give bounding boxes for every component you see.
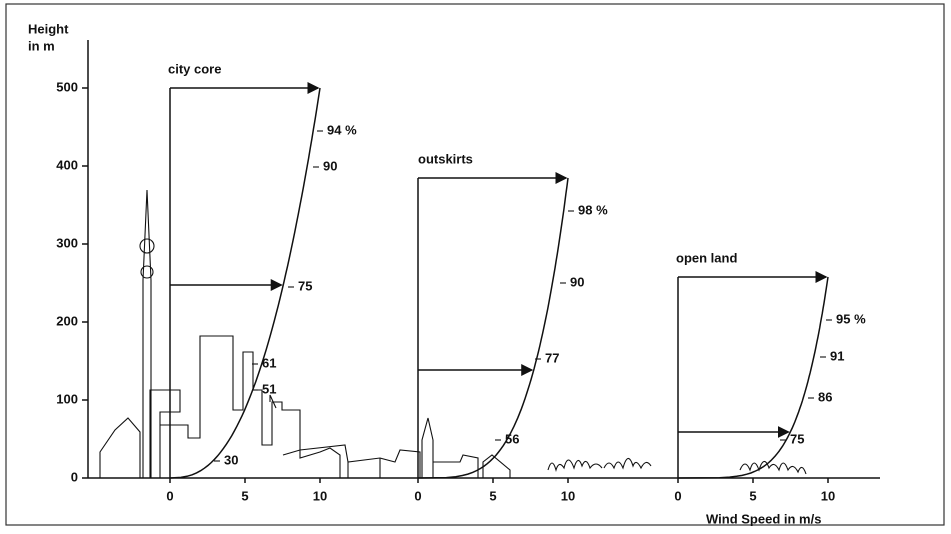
- x-tick-label: 5: [241, 488, 248, 503]
- percent-label: 30: [224, 452, 238, 467]
- profile-name: city core: [168, 61, 221, 76]
- y-tick-label: 100: [56, 391, 78, 406]
- percent-label: 90: [323, 158, 337, 173]
- percent-label: 86: [818, 389, 832, 404]
- y-tick-label: 400: [56, 157, 78, 172]
- percent-label: 75: [298, 278, 312, 293]
- x-tick-label: 5: [489, 488, 496, 503]
- percent-label: 90: [570, 274, 584, 289]
- percent-label: 75: [790, 431, 804, 446]
- x-tick-label: 5: [749, 488, 756, 503]
- outskirts-houses: [422, 418, 510, 478]
- wind-profile: [418, 178, 568, 478]
- y-tick-label: 200: [56, 313, 78, 328]
- y-tick-label: 500: [56, 79, 78, 94]
- percent-label: 91: [830, 348, 844, 363]
- percent-label: 56: [505, 431, 519, 446]
- frame: [6, 4, 944, 525]
- percent-label: 51: [262, 381, 276, 396]
- y-tick-label: 300: [56, 235, 78, 250]
- profile-name: open land: [676, 250, 737, 265]
- y-axis-label: in m: [28, 38, 55, 53]
- page: {"y_axis": {"label_line1": "Height", "la…: [0, 0, 951, 534]
- x-tick-label: 0: [166, 488, 173, 503]
- x-axis-label: Wind Speed in m/s: [706, 511, 821, 526]
- y-tick-label: 0: [71, 469, 78, 484]
- city-silhouette: [100, 190, 420, 478]
- percent-label: 77: [545, 350, 559, 365]
- diagram: Height in m Wind Speed in m/s 0100200300…: [0, 0, 951, 529]
- percent-label: 95 %: [836, 311, 866, 326]
- x-tick-label: 10: [821, 488, 835, 503]
- percent-label: 98 %: [578, 202, 608, 217]
- y-axis-label: Height: [28, 21, 69, 36]
- percent-label: 94 %: [327, 122, 357, 137]
- percent-label: 61: [262, 355, 276, 370]
- x-tick-label: 0: [674, 488, 681, 503]
- wind-profile: [678, 277, 828, 478]
- x-tick-label: 10: [313, 488, 327, 503]
- x-tick-label: 10: [561, 488, 575, 503]
- profile-name: outskirts: [418, 151, 473, 166]
- trees: [548, 458, 806, 474]
- x-tick-label: 0: [414, 488, 421, 503]
